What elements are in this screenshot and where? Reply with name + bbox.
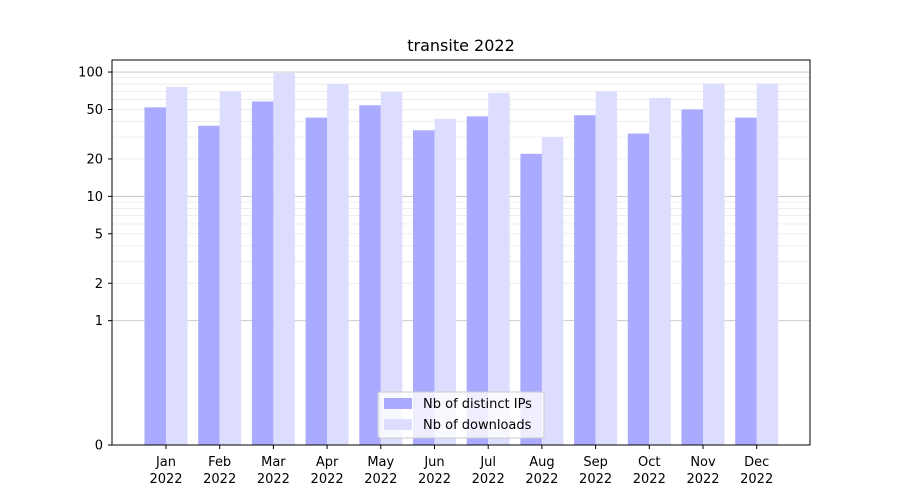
x-tick-label-month: Sep — [583, 455, 608, 470]
bar-distinct-ips-jul — [466, 116, 489, 445]
bar-downloads-oct — [649, 97, 671, 446]
y-axis: 0 1 2 5 10 20 50 100 — [78, 66, 112, 454]
y-tick-label: 50 — [86, 103, 103, 118]
bar-distinct-ips-feb — [198, 125, 220, 446]
bar-downloads-feb — [219, 91, 242, 445]
bar-downloads-may — [380, 92, 403, 445]
x-tick-label-year: 2022 — [740, 472, 773, 487]
chart-title: transite 2022 — [407, 36, 515, 55]
x-tick-label-year: 2022 — [418, 472, 451, 487]
legend-swatch-downloads — [384, 419, 412, 430]
x-tick-label-year: 2022 — [633, 472, 666, 487]
x-tick-label-month: Nov — [690, 455, 716, 470]
bar-downloads-sep — [595, 91, 618, 445]
bars — [144, 73, 779, 446]
legend-frame — [377, 391, 545, 439]
x-tick-label-year: 2022 — [257, 472, 290, 487]
bar-distinct-ips-may — [359, 105, 381, 445]
bar-distinct-ips-nov — [681, 109, 703, 446]
bar-downloads-mar — [273, 73, 295, 445]
x-tick-label-year: 2022 — [203, 472, 236, 487]
x-tick-label-month: Mar — [261, 455, 286, 470]
legend-label-downloads: Nb of downloads — [423, 418, 532, 433]
x-tick-label-month: Apr — [316, 455, 339, 470]
x-tick-label-month: Oct — [638, 455, 660, 470]
x-tick-label-year: 2022 — [579, 472, 612, 487]
y-tick-label: 100 — [78, 66, 103, 81]
bar-downloads-aug — [541, 137, 564, 445]
bar-distinct-ips-jun — [413, 130, 435, 445]
bar-distinct-ips-sep — [574, 115, 596, 445]
y-tick-label: 10 — [86, 190, 103, 205]
x-tick-label-year: 2022 — [686, 472, 719, 487]
x-tick-label-year: 2022 — [149, 472, 182, 487]
y-tick-label: 2 — [95, 277, 103, 292]
x-tick-label-month: Jul — [479, 455, 496, 470]
y-tick-label: 0 — [95, 439, 103, 454]
legend-swatch-ips — [384, 398, 412, 409]
bar-distinct-ips-oct — [627, 133, 650, 445]
bar-distinct-ips-apr — [305, 117, 328, 445]
bar-downloads-apr — [327, 84, 349, 445]
x-tick-label-month: Dec — [744, 455, 769, 470]
bar-distinct-ips-dec — [735, 117, 757, 445]
bar-downloads-jun — [434, 118, 456, 445]
x-tick-label-year: 2022 — [364, 472, 397, 487]
x-tick-label-year: 2022 — [311, 472, 344, 487]
x-tick-label-year: 2022 — [525, 472, 558, 487]
bar-distinct-ips-jan — [144, 107, 166, 446]
x-tick-label-month: Jan — [155, 455, 176, 470]
bar-downloads-jan — [166, 86, 188, 445]
legend: Nb of distinct IPs Nb of downloads — [377, 391, 545, 439]
bar-downloads-nov — [703, 83, 725, 446]
y-tick-label: 20 — [86, 152, 103, 167]
plot-area-frame — [111, 59, 811, 446]
x-tick-label-month: Aug — [529, 455, 554, 470]
y-tick-label: 5 — [95, 227, 103, 242]
x-tick-label-month: Jun — [423, 455, 444, 470]
x-tick-label-month: Feb — [208, 455, 231, 470]
y-tick-label: 1 — [95, 314, 103, 329]
bar-distinct-ips-mar — [251, 101, 274, 445]
bar-distinct-ips-aug — [520, 153, 542, 445]
legend-label-ips: Nb of distinct IPs — [423, 397, 532, 412]
bar-downloads-jul — [488, 92, 510, 445]
x-tick-label-month: May — [367, 455, 394, 470]
x-tick-label-year: 2022 — [472, 472, 505, 487]
bar-downloads-dec — [756, 83, 779, 446]
x-axis: Jan 2022 Feb 2022 Mar 2022 Apr 2022 May 2022 Jun 20… — [149, 445, 773, 487]
